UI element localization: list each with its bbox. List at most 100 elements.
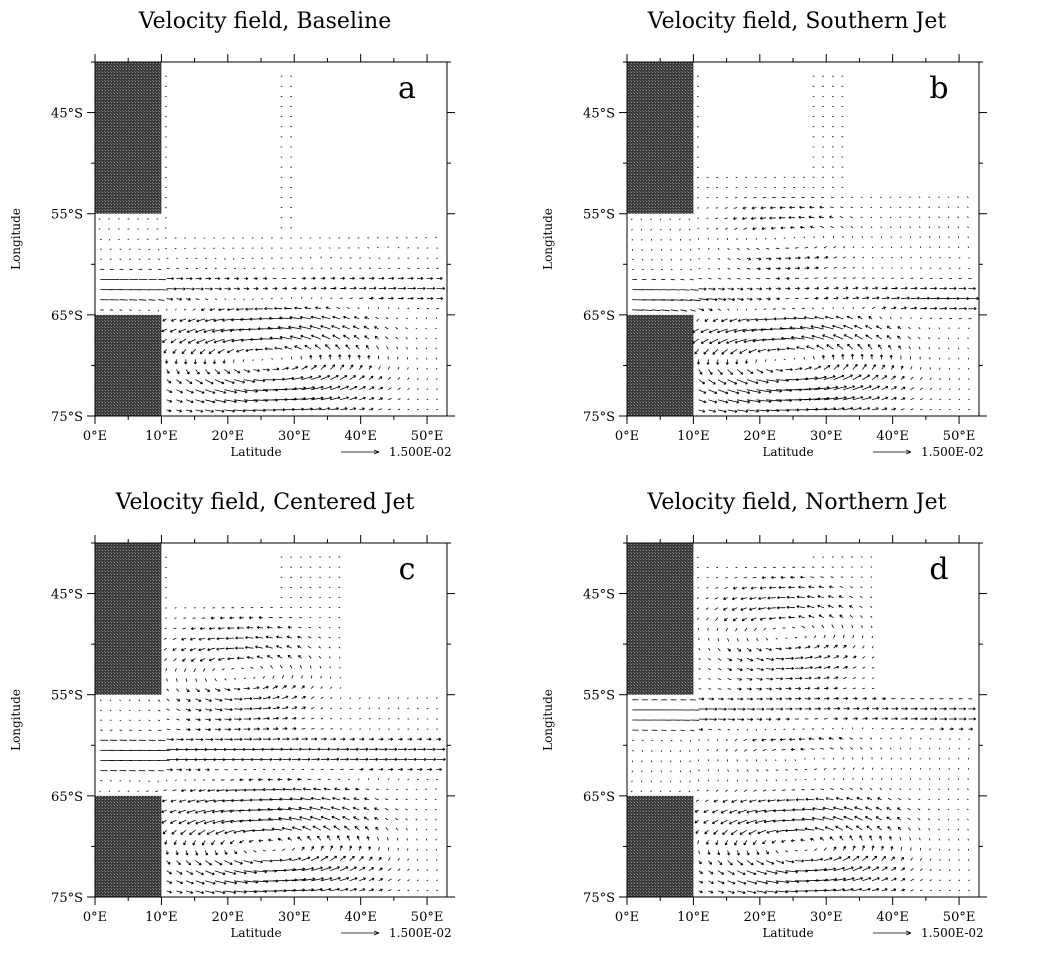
x-tick-label: 30°E: [278, 910, 311, 925]
vector-arrow: [407, 778, 410, 781]
vector-arrow: [748, 829, 757, 835]
vector-arrow: [435, 347, 437, 350]
vector-arrow: [716, 738, 719, 741]
vector-arrow: [346, 306, 350, 310]
vector-arrow: [227, 626, 235, 630]
vector-arrow: [234, 697, 243, 701]
vector-arrow: [407, 737, 413, 741]
vector-arrow: [968, 378, 970, 380]
vector-arrow: [195, 328, 206, 334]
vector-arrow: [833, 665, 840, 669]
vector-arrow: [320, 407, 331, 411]
vector-arrow: [338, 626, 341, 629]
vector-arrow: [680, 299, 692, 301]
vector-arrow: [968, 367, 970, 370]
vector-arrow: [746, 247, 750, 251]
vector-arrow: [711, 819, 719, 824]
vector-arrow: [289, 616, 292, 619]
vector-arrow: [828, 736, 834, 740]
vector-arrow: [775, 297, 781, 301]
vector-arrow: [862, 866, 871, 872]
vector-arrow: [706, 207, 709, 209]
vector-arrow: [698, 769, 700, 772]
vector-arrow: [889, 747, 892, 750]
vector-arrow: [176, 688, 180, 692]
vector-arrow: [801, 817, 815, 821]
vector-arrow: [339, 364, 345, 370]
vector-arrow: [852, 687, 856, 689]
vector-arrow: [338, 354, 342, 360]
vector-arrow: [928, 347, 931, 350]
vector-arrow: [794, 646, 802, 650]
vector-arrow: [375, 788, 379, 791]
vector-arrow: [169, 809, 177, 814]
vector-arrow: [192, 840, 196, 846]
vector-arrow: [100, 238, 102, 241]
vector-arrow: [823, 665, 831, 669]
vector-arrow: [881, 396, 889, 401]
vector-arrow: [397, 697, 400, 699]
vector-arrow: [435, 337, 437, 340]
vector-arrow: [862, 267, 865, 269]
vector-arrow: [678, 218, 681, 221]
vector-arrow: [100, 709, 102, 712]
vector-arrow: [881, 364, 885, 370]
vector-arrow: [713, 829, 719, 835]
vector-arrow: [426, 889, 429, 892]
vector-arrow: [415, 828, 418, 831]
vector-arrow: [436, 869, 438, 871]
vector-arrow: [740, 799, 748, 803]
vector-arrow: [680, 268, 683, 271]
vector-arrow: [744, 627, 748, 632]
vector-arrow: [938, 226, 940, 229]
vector-arrow: [186, 819, 196, 825]
vector-arrow: [166, 688, 170, 692]
vector-arrow: [727, 870, 735, 875]
vector-arrow: [248, 616, 254, 620]
vector-arrow: [374, 798, 379, 801]
vector-arrow: [368, 386, 375, 391]
vector-arrow: [698, 267, 701, 270]
vector-arrow: [689, 750, 691, 752]
vector-arrow: [804, 686, 811, 690]
vector-arrow: [957, 788, 960, 791]
vector-arrow: [743, 789, 748, 792]
vector-arrow: [872, 286, 878, 290]
vector-arrow: [279, 616, 283, 619]
vector-arrow: [343, 315, 350, 320]
vector-arrow: [262, 706, 271, 710]
vector-arrow: [804, 635, 807, 639]
vector-arrow: [205, 890, 215, 895]
vector-arrow: [311, 396, 324, 401]
vector-arrow: [253, 757, 263, 762]
vector-arrow: [289, 315, 302, 320]
vector-arrow: [786, 798, 796, 802]
vector-arrow: [320, 717, 324, 720]
vector-arrow: [736, 850, 740, 856]
vector-arrow: [416, 707, 419, 710]
vector-arrow: [852, 396, 864, 401]
vector-arrow: [205, 758, 217, 762]
vector-arrow: [425, 808, 427, 811]
vector-arrow: [256, 655, 264, 659]
vector-arrow: [310, 315, 321, 320]
vector-arrow: [378, 376, 383, 380]
vector-arrow: [282, 737, 290, 741]
x-axis-label: Latitude: [230, 926, 281, 940]
vector-arrow: [163, 647, 167, 651]
vector-arrow: [803, 356, 806, 360]
vector-arrow: [378, 846, 380, 851]
vector-arrow: [319, 616, 321, 619]
vector-arrow: [221, 779, 225, 781]
vector-arrow: [824, 315, 834, 320]
vector-arrow: [174, 247, 177, 250]
vector-arrow: [920, 286, 928, 290]
vector-arrow: [320, 375, 331, 380]
vector-arrow: [947, 808, 950, 811]
vector-arrow: [900, 246, 902, 249]
vector-arrow: [209, 308, 216, 312]
vector-arrow: [243, 686, 250, 691]
vector-arrow: [661, 309, 670, 312]
vector-arrow: [708, 369, 713, 375]
vector-arrow: [199, 348, 206, 355]
